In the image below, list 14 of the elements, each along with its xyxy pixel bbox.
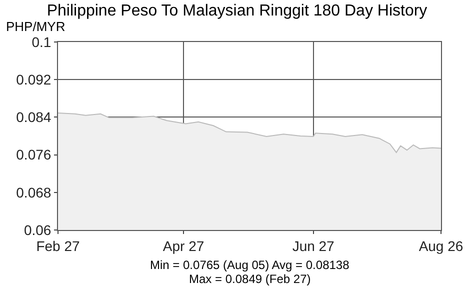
y-tick-label: 0.084 — [16, 109, 52, 126]
x-tick-label: Apr 27 — [162, 238, 204, 254]
y-tick-label: 0.092 — [16, 72, 52, 88]
y-tick-label: 0.1 — [32, 34, 52, 50]
text: Max = 0.0849 (Feb 27) — [189, 272, 311, 286]
x-tick-label: Aug 26 — [418, 238, 464, 254]
x-tick-label: Feb 27 — [36, 238, 80, 254]
y-tick-label: 0.06 — [24, 222, 52, 238]
chart-title: Philippine Peso To Malaysian Ringgit 180 Day History — [46, 2, 428, 20]
y-tick-label: 0.076 — [16, 146, 52, 163]
y-axis-title: PHP/MYR — [6, 19, 66, 34]
text: Min = 0.0765 (Aug 05) Avg = 0.08138 — [150, 258, 350, 272]
y-tick-label: 0.068 — [16, 184, 52, 200]
x-tick-label: Jun 27 — [292, 238, 335, 254]
